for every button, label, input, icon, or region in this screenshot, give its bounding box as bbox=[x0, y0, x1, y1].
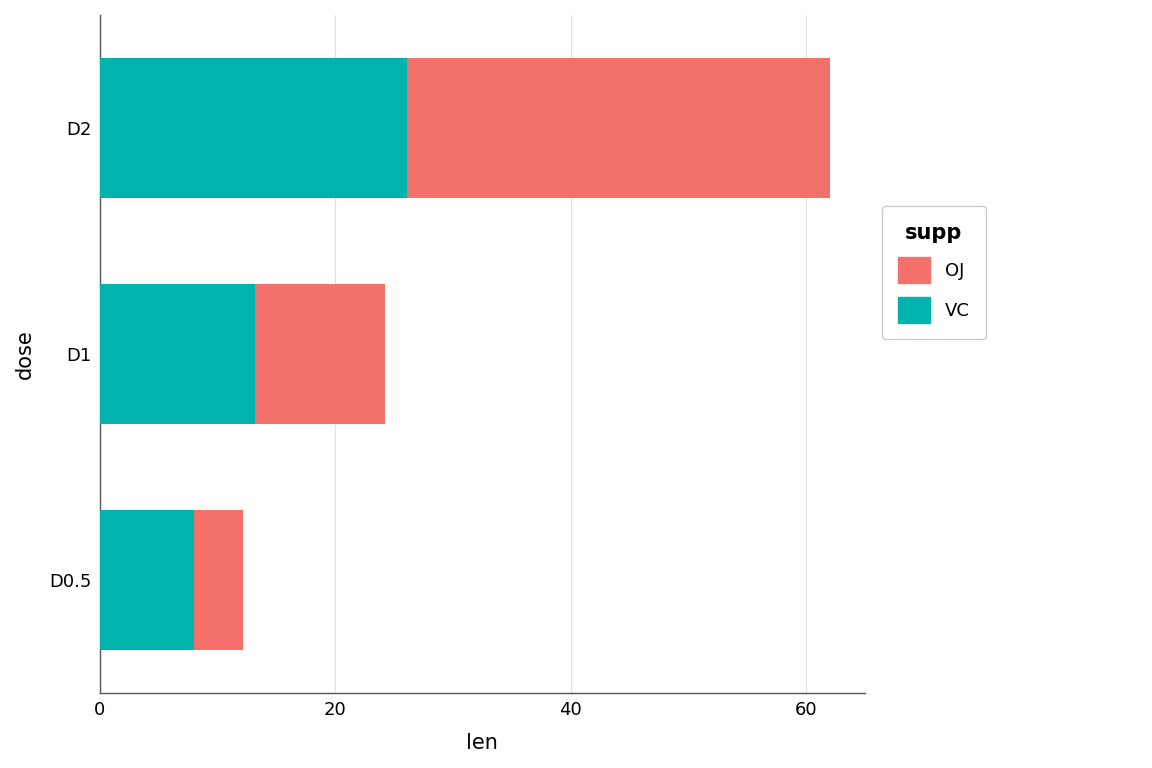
Legend: OJ, VC: OJ, VC bbox=[881, 207, 986, 339]
X-axis label: len: len bbox=[467, 733, 498, 753]
Bar bbox=[99, 58, 408, 198]
Y-axis label: dose: dose bbox=[15, 329, 35, 379]
Bar bbox=[408, 58, 829, 198]
Bar bbox=[256, 284, 385, 424]
Bar bbox=[99, 284, 256, 424]
Bar bbox=[194, 510, 243, 650]
Bar bbox=[99, 510, 194, 650]
